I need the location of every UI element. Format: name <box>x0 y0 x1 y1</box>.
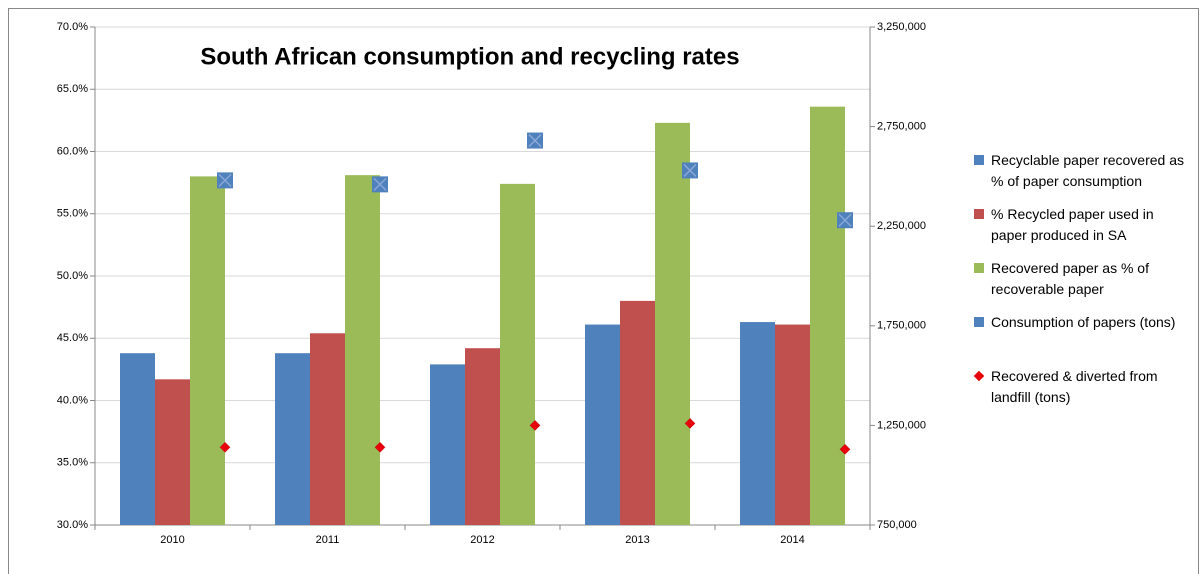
legend-item: Consumption of papers (tons) <box>972 312 1192 366</box>
legend-item: Recovered paper as % of recoverable pape… <box>972 258 1192 312</box>
chart-frame <box>8 8 1199 574</box>
y2-tick-label: 2,750,000 <box>877 121 926 133</box>
marker <box>374 441 386 453</box>
marker-cross <box>838 213 852 227</box>
bar <box>810 106 845 526</box>
marker <box>529 420 541 431</box>
bar <box>345 175 380 525</box>
marker <box>839 443 851 455</box>
x-tick-label: 2014 <box>780 534 804 546</box>
bar <box>120 353 155 525</box>
bar <box>275 353 310 525</box>
y-tick-label: 45.0% <box>57 332 88 344</box>
y-tick-label: 55.0% <box>57 208 88 220</box>
legend-label: Recovered paper as % of recoverable pape… <box>991 260 1149 297</box>
bar <box>465 348 500 525</box>
legend-swatch <box>974 155 984 165</box>
marker-cross <box>683 163 697 177</box>
marker-cross <box>373 177 387 191</box>
legend-label: Recovered & diverted from landfill (tons… <box>991 368 1158 405</box>
y-tick-label: 30.0% <box>57 519 88 531</box>
y2-tick-label: 1,750,000 <box>877 320 926 332</box>
legend-item: Recyclable paper recovered as % of paper… <box>972 150 1192 204</box>
y-tick-label: 60.0% <box>57 145 88 157</box>
legend-swatch <box>974 209 984 219</box>
y-tick-label: 40.0% <box>57 394 88 406</box>
bar <box>155 379 190 525</box>
y2-tick-label: 2,250,000 <box>877 220 926 232</box>
marker <box>684 418 696 429</box>
bar <box>740 322 775 525</box>
marker-cross <box>218 173 232 187</box>
bar <box>655 122 690 526</box>
y-tick-label: 65.0% <box>57 83 88 95</box>
bar <box>585 324 620 525</box>
x-tick-label: 2011 <box>316 534 340 546</box>
legend: Recyclable paper recovered as % of paper… <box>972 150 1192 420</box>
y-tick-label: 35.0% <box>57 457 88 469</box>
bar <box>190 176 225 525</box>
title-bg <box>160 38 780 78</box>
x-tick-label: 2012 <box>470 534 494 546</box>
y-tick-label: 50.0% <box>57 270 88 282</box>
marker <box>219 441 231 453</box>
x-tick-label: 2013 <box>625 534 649 546</box>
legend-label: Consumption of papers (tons) <box>991 314 1176 330</box>
marker-cross <box>528 134 542 148</box>
bar <box>620 300 655 525</box>
y2-tick-label: 1,250,000 <box>877 419 926 431</box>
bar <box>310 333 345 525</box>
bar <box>775 324 810 525</box>
y2-tick-label: 750,000 <box>877 519 917 531</box>
legend-item: % Recycled paper used in paper produced … <box>972 204 1192 258</box>
y2-tick-label: 3,250,000 <box>877 21 926 33</box>
x-tick-label: 2010 <box>160 534 184 546</box>
legend-label: Recyclable paper recovered as % of paper… <box>991 152 1184 189</box>
legend-swatch <box>974 263 984 273</box>
y-tick-label: 70.0% <box>57 21 88 33</box>
legend-swatch <box>973 370 985 382</box>
legend-label: % Recycled paper used in paper produced … <box>991 206 1154 243</box>
bar <box>500 183 535 525</box>
legend-swatch <box>974 317 984 327</box>
bar <box>430 364 465 525</box>
chart-title: South African consumption and recycling … <box>200 43 739 70</box>
legend-item: Recovered & diverted from landfill (tons… <box>972 366 1192 420</box>
